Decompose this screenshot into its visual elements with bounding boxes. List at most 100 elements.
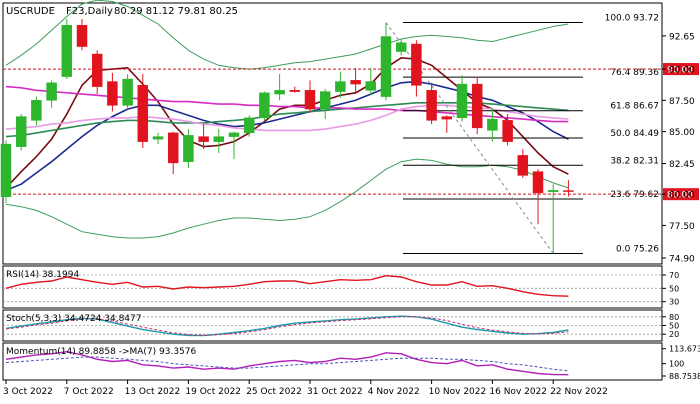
panel-tick-label: 88.7538 [669,372,700,381]
x-tick-label: 4 Nov 2022 [368,387,420,397]
bollinger-lower-line [5,158,569,239]
indicator-line-1 [5,316,569,336]
moving-average-line-1 [5,80,569,192]
panel-tick-label: 100 [669,360,684,369]
candle-body [471,83,483,129]
y-tick-label: 80.00 [669,191,695,201]
candle-body [441,116,453,120]
candle-body [319,91,331,110]
rsi-y-axis: 70 50 30 [662,271,679,307]
momentum-panel-frame [2,342,663,381]
candle-body [532,171,544,194]
candle-body [152,136,164,140]
fib-level-label: 61.8 86.67 [610,102,659,112]
y-tick-label: 92.65 [669,32,695,42]
chart-header-ohlc: 80.29 81.12 79.81 80.25 [114,6,238,17]
x-tick-label: 13 Oct 2022 [125,387,181,397]
candle-body [31,100,42,121]
rsi-panel-frame [2,265,663,309]
stoch-title: Stoch(5,3,3) 34.4724 34.8477 [6,314,141,324]
candle-body [76,25,88,47]
x-tick-label: 31 Oct 2022 [307,387,363,397]
candle-body [137,85,149,142]
price-label-box [663,188,699,201]
candle-body [380,36,392,97]
candle-body [395,42,407,52]
rsi-panel: 70 50 30 RSI(14) 38.1994 [2,265,679,309]
fib-level-label: 0.0 75.26 [616,244,659,254]
candle-body [487,118,498,131]
chart-header-period: F23,Daily [66,6,113,17]
candle-body [456,83,468,119]
main-panel-frame [2,2,663,265]
candle-body [547,190,559,192]
candle-body [107,81,118,106]
y-tick-label: 82.45 [669,160,695,170]
y-tick-label: 85.00 [669,128,695,138]
panel-tick-label: 50 [669,284,679,293]
x-tick-label: 3 Oct 2022 [3,387,53,397]
bollinger-upper-line [5,0,569,70]
fib-level-label: 38.2 82.31 [610,156,659,166]
candle-body [91,53,103,87]
candle-body [517,155,529,176]
candle-body [304,90,316,110]
momentum-title: Momentum(14) 89.8858 ->MA(7) 93.3576 [6,347,197,357]
reference-lines: 90.00 80.00 [3,63,699,201]
indicator-line-1 [5,356,569,372]
candle-body [259,92,270,119]
x-tick-label: 10 Nov 2022 [429,387,487,397]
rsi-lines [5,274,569,297]
fibonacci-levels: 100.0 93.72 76.4 89.36 61.8 86.67 50.0 84.4… [385,14,659,254]
candle-body [365,81,377,91]
fib-level-label: 50.0 84.49 [610,129,659,139]
indicator-line-0 [5,274,569,297]
candle-body [335,81,346,92]
momentum-panel: 113.6738 100 88.7538 Momentum(14) 89.8858 … [2,342,700,381]
panel-tick-label: 30 [669,298,679,307]
y-tick-label: 74.90 [669,254,695,264]
candle-body [15,116,27,147]
indicator-line-0 [5,315,569,337]
candle-body [0,143,12,197]
x-tick-label: 22 Nov 2022 [550,387,608,397]
candle-body [213,136,225,142]
rsi-title: RSI(14) 38.1994 [6,270,79,280]
candle-body [243,117,255,134]
stoch-lines [5,315,569,337]
moving-averages [5,56,569,192]
candle-body [563,190,574,192]
x-tick-label: 25 Oct 2022 [246,387,302,397]
panel-tick-label: 70 [669,271,679,280]
panel-tick-label: 50 [669,322,679,331]
price-label-text: 80.00 [667,191,693,201]
candles [0,19,574,253]
y-tick-label: 87.50 [669,97,695,107]
candle-body [411,43,422,86]
candle-body [274,90,285,95]
panel-tick-label: 80 [669,313,679,322]
indicator-line-0 [5,350,569,376]
candle-body [350,80,361,85]
candle-body [122,78,133,106]
candle-body [167,132,179,164]
candle-body [46,82,57,101]
price-label-text: 90.00 [667,66,693,76]
panel-tick-label: 20 [669,330,679,339]
candle-body [426,90,437,121]
panel-tick-label: 113.6738 [669,345,700,354]
price-label-box [663,63,699,76]
x-tick-label: 7 Oct 2022 [64,387,114,397]
y-tick-label: 90.00 [669,66,695,76]
candle-body [183,135,194,162]
stoch-grid [3,316,662,335]
bollinger-bands [5,0,569,239]
main-panel: 100.0 93.72 76.4 89.36 61.8 86.67 50.0 84.4… [0,0,699,265]
fib-level-label: 100.0 93.72 [605,14,659,24]
momentum-lines [5,350,569,376]
candle-body [289,90,301,92]
